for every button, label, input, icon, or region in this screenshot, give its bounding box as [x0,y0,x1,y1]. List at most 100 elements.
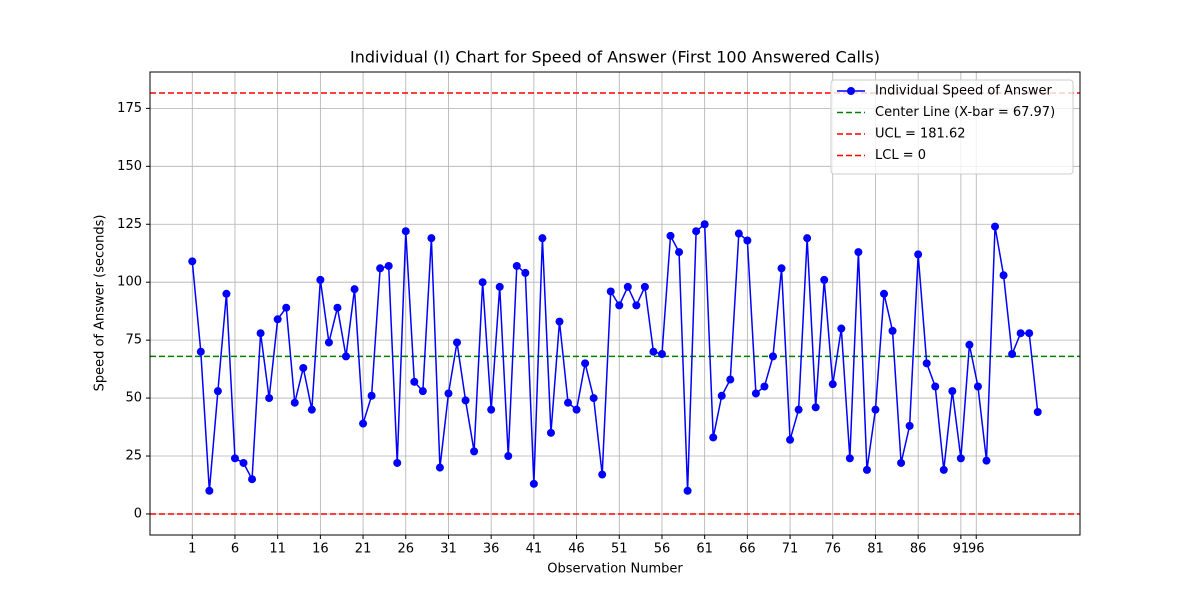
data-point [487,405,496,414]
data-point [760,382,769,391]
data-point [768,352,777,361]
data-point [956,454,965,463]
legend-box [830,79,1074,175]
data-point [999,271,1008,280]
data-point [880,289,889,298]
data-point [683,486,692,495]
data-point [666,231,675,240]
data-point [572,405,581,414]
legend-label: UCL = 181.62 [875,127,965,142]
x-tick-label: 1 [188,542,196,557]
y-tick-label: 0 [134,506,142,521]
data-point [922,359,931,368]
y-tick-label: 25 [125,449,142,464]
y-tick-label: 125 [117,217,142,232]
data-point [265,394,274,403]
data-point [1016,329,1025,338]
data-point [786,435,795,444]
data-point [282,303,291,312]
data-point [939,465,948,474]
data-point [427,234,436,243]
data-point [931,382,940,391]
data-point [521,268,530,277]
data-point [820,275,829,284]
data-point [324,338,333,347]
y-tick-label: 100 [117,275,142,290]
legend-label: LCL = 0 [875,148,926,163]
x-tick-label: 36 [483,542,500,557]
data-point [640,282,649,291]
data-point [854,248,863,257]
data-point [188,257,197,266]
x-tick-label: 81 [867,542,884,557]
data-point [461,396,470,405]
x-tick-label: 56 [654,542,671,557]
x-axis-label: Observation Number [547,562,683,577]
data-point [239,458,248,467]
data-point [495,282,504,291]
data-point [384,261,393,270]
data-point [862,465,871,474]
data-point [444,389,453,398]
data-point [555,317,564,326]
x-tick-label: 96 [968,542,985,557]
data-point [478,278,487,287]
data-point [248,475,257,484]
data-point [623,282,632,291]
data-point [512,261,521,270]
y-tick-label: 175 [117,101,142,116]
data-point [615,301,624,310]
data-point [230,454,239,463]
plot-frame [149,71,1081,536]
data-point [196,347,205,356]
data-point [803,234,812,243]
data-point [581,359,590,368]
x-tick-label: 91 [953,542,970,557]
data-point [828,380,837,389]
data-point [350,285,359,294]
data-point [410,377,419,386]
data-point [948,387,957,396]
chart-title: Individual (I) Chart for Speed of Answer… [350,48,880,67]
data-point [777,264,786,273]
data-point [606,287,615,296]
series-line [191,222,1039,491]
data-point [871,405,880,414]
data-point [657,350,666,359]
data-point [709,433,718,442]
data-point [734,229,743,238]
data-point [453,338,462,347]
legend-marker [847,87,855,95]
data-point [393,458,402,467]
data-point [888,326,897,335]
y-tick-label: 150 [117,159,142,174]
data-point [965,340,974,349]
data-point [811,403,820,412]
data-point [692,227,701,236]
data-point [299,363,308,372]
data-point [256,329,265,338]
x-tick-label: 86 [910,542,927,557]
y-axis-label: Speed of Answer (seconds) [93,215,108,392]
data-point [982,456,991,465]
data-point [1025,329,1034,338]
x-tick-label: 16 [312,542,329,557]
data-point [316,275,325,284]
data-point [376,264,385,273]
data-point [632,301,641,310]
data-point [837,324,846,333]
legend-label: Individual Speed of Answer [875,84,1053,99]
data-point [897,458,906,467]
data-point [538,234,547,243]
y-tick-label: 75 [125,333,142,348]
data-point [794,405,803,414]
data-point [222,289,231,298]
data-point [213,387,222,396]
data-point [717,391,726,400]
data-point [598,470,607,479]
data-point [418,387,427,396]
data-point [341,352,350,361]
x-tick-label: 61 [696,542,713,557]
x-tick-label: 66 [739,542,756,557]
